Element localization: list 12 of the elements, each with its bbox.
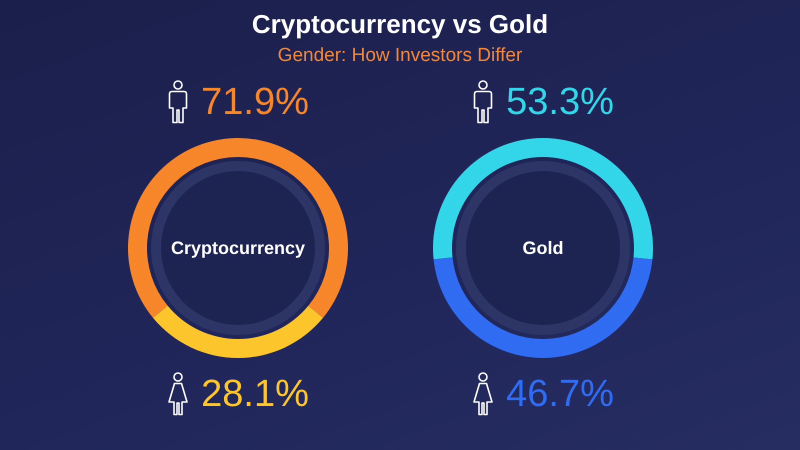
donut-slice [434, 257, 652, 358]
data-label: 71.9% [201, 81, 309, 123]
text: Cryptocurrency [170, 237, 306, 260]
data-label: 53.3% [506, 81, 614, 123]
donut-slice [128, 138, 348, 318]
text: Gender: How Investors Differ [276, 44, 524, 68]
donut-slice [433, 138, 653, 260]
donut-slice [153, 306, 323, 358]
data-label: 28.1% [201, 373, 309, 415]
text: Gold [522, 237, 564, 260]
data-label: 46.7% [506, 373, 614, 415]
chart-title: Cryptocurrency vs Gold [250, 8, 550, 40]
